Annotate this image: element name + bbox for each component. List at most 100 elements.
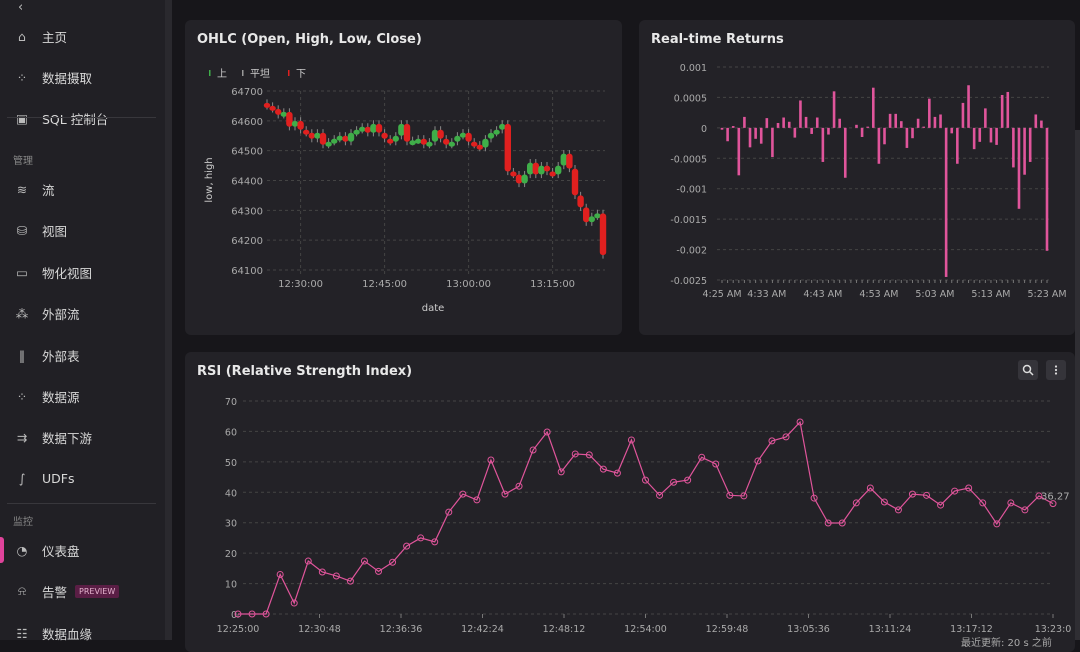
y-tick-label: 64400 — [231, 177, 263, 188]
return-bar — [771, 127, 774, 158]
return-bar — [939, 114, 942, 128]
candle — [549, 171, 556, 177]
rsi-point — [796, 418, 804, 426]
rsi-point — [262, 610, 270, 618]
sidebar-item-7[interactable]: ‖ 外部表 — [0, 338, 165, 372]
candle — [454, 135, 461, 142]
candle — [409, 140, 416, 146]
sidebar-item-8[interactable]: ⁘ 数据源 — [0, 379, 165, 413]
rsi-point — [937, 501, 945, 509]
returns-card: Real-time Returns 0.001 0.0005 0 -0.0005 -0.… — [639, 20, 1075, 335]
sidebar-item-5[interactable]: ▭ 物化视图 — [0, 255, 165, 289]
candle — [370, 123, 377, 133]
y-axis-label: low, high — [204, 157, 215, 202]
return-bar — [799, 100, 802, 128]
sidebar-item-1[interactable]: ⁘ 数据摄取 — [0, 60, 165, 94]
sidebar-item-10[interactable]: ∫ UDFs — [0, 461, 165, 495]
y-tick-label: -0.001 — [676, 185, 707, 196]
more-options-button[interactable] — [1046, 360, 1066, 380]
return-bar — [743, 116, 746, 128]
sidebar-item-6[interactable]: ⁂ 外部流 — [0, 296, 165, 330]
candle — [336, 135, 343, 141]
y-tick-label: 30 — [225, 519, 237, 530]
sidebar-item-13[interactable]: ☷ 数据血缘 — [0, 616, 165, 650]
ingest-icon: ⁘ — [16, 69, 28, 85]
return-bar — [1045, 127, 1049, 251]
sidebar-item-label: 外部表 — [42, 348, 80, 364]
y-tick-label: 64100 — [231, 266, 263, 277]
x-tick-label: 4:43 AM — [803, 289, 842, 300]
sidebar-item-label: 外部流 — [42, 306, 80, 322]
rsi-point — [726, 491, 734, 499]
sidebar-item-3[interactable]: ≋ 流 — [0, 172, 165, 206]
return-bar — [726, 127, 729, 142]
candle — [392, 135, 399, 142]
rsi-point — [417, 534, 425, 542]
x-axis-label: date — [422, 303, 445, 314]
candle — [297, 120, 304, 130]
rsi-point — [389, 558, 397, 566]
return-bar — [815, 117, 819, 128]
ohlc-card: OHLC (Open, High, Low, Close) 上 平坦 下 64700 6… — [185, 20, 622, 335]
candle — [510, 171, 517, 177]
return-bar — [843, 127, 847, 178]
y-tick-label: 20 — [225, 549, 237, 560]
return-bar — [956, 127, 959, 164]
return-bar — [883, 127, 886, 145]
sidebar-item-11[interactable]: ◔ 仪表盘 — [0, 533, 165, 567]
sidebar-item-label: 告警 — [42, 584, 68, 600]
rsi-point — [248, 610, 256, 618]
candle — [571, 168, 579, 196]
candle — [599, 213, 607, 256]
return-bar — [793, 127, 797, 138]
rsi-point — [1049, 500, 1057, 508]
y-tick-label: 64600 — [231, 117, 263, 128]
divider — [7, 503, 156, 504]
main-scrollbar[interactable] — [1075, 130, 1080, 640]
x-tick-label: 12:30:00 — [278, 279, 323, 290]
sidebar-item-4[interactable]: ⛁ 视图 — [0, 213, 165, 247]
preview-badge: PREVIEW — [75, 584, 120, 598]
rsi-point — [543, 428, 551, 436]
return-bar — [776, 122, 780, 128]
sidebar-scrollbar[interactable] — [165, 0, 172, 640]
return-bar — [967, 85, 970, 128]
sidebar-item-9[interactable]: ⇉ 数据下游 — [0, 420, 165, 454]
y-tick-label: 0.0005 — [674, 93, 707, 104]
sidebar-item-0[interactable]: ⌂ 主页 — [0, 19, 165, 53]
candle — [286, 111, 293, 127]
return-bar — [871, 87, 875, 128]
return-bar — [978, 127, 982, 142]
y-tick-label: 50 — [225, 458, 237, 469]
return-bar — [972, 127, 976, 150]
sidebar-item-label: 物化视图 — [42, 265, 93, 281]
return-bar — [855, 124, 858, 128]
candle — [398, 123, 405, 136]
sidebar-item-label: 主页 — [42, 29, 68, 45]
collapse-sidebar-button[interactable]: ‹ — [18, 0, 24, 15]
rsi-point — [403, 542, 411, 550]
candle — [314, 132, 321, 139]
legend-label: 下 — [296, 69, 306, 80]
stream-icon: ≋ — [16, 181, 28, 197]
sidebar-item-2[interactable]: ▣ SQL 控制台 — [0, 101, 165, 135]
candle — [280, 111, 287, 117]
x-tick-label: 13:17:12 — [950, 624, 993, 635]
rsi-point — [656, 491, 664, 499]
candle — [291, 120, 299, 127]
rsi-card: RSI (Relative Strength Index) 70 60 50 40 30… — [185, 352, 1075, 652]
zoom-button[interactable] — [1018, 360, 1038, 380]
rsi-point — [501, 490, 509, 498]
alert-icon: ⍾ — [17, 583, 27, 598]
section-manage: 管理 — [13, 156, 33, 167]
rsi-point — [276, 570, 284, 578]
sidebar-item-label: 数据摄取 — [42, 70, 93, 86]
candle — [387, 138, 394, 144]
candle — [303, 129, 310, 135]
sidebar-item-12[interactable]: ⍾ 告警 PREVIEW — [0, 574, 165, 608]
y-tick-label: 0 — [701, 124, 707, 135]
return-bar — [928, 98, 931, 128]
candle — [308, 132, 315, 139]
rsi-point — [571, 450, 579, 458]
return-bar — [866, 126, 869, 128]
